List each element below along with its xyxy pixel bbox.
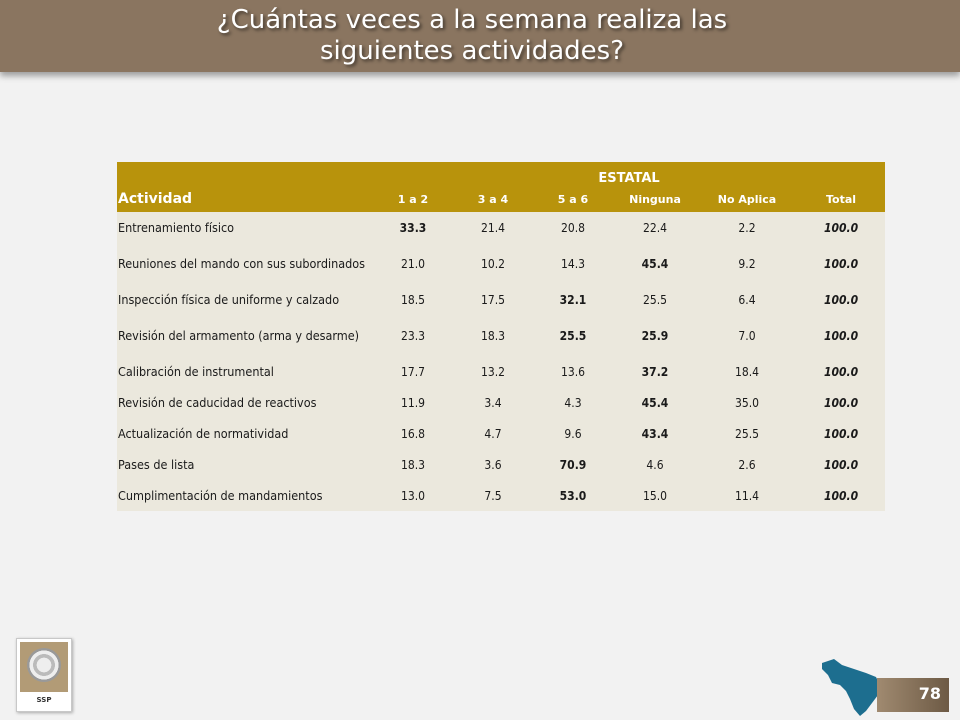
value-cell: 43.4 bbox=[613, 418, 697, 449]
activity-cell: Revisión de caducidad de reactivos bbox=[117, 387, 373, 418]
total-cell: 100.0 bbox=[797, 315, 886, 356]
total-cell: 100.0 bbox=[797, 480, 886, 511]
value-cell: 9.6 bbox=[533, 418, 613, 449]
value-cell: 25.5 bbox=[533, 315, 613, 356]
value-cell: 2.2 bbox=[697, 212, 797, 243]
activity-cell: Revisión del armamento (arma y desarme) bbox=[117, 315, 373, 356]
value-cell: 18.3 bbox=[373, 449, 453, 480]
value-cell: 53.0 bbox=[533, 480, 613, 511]
value-cell: 21.0 bbox=[373, 243, 453, 284]
total-cell: 100.0 bbox=[797, 243, 886, 284]
value-cell: 7.5 bbox=[453, 480, 533, 511]
table-row: Revisión del armamento (arma y desarme) … bbox=[117, 315, 886, 356]
column-header: Total bbox=[797, 186, 886, 212]
value-cell: 25.9 bbox=[613, 315, 697, 356]
total-cell: 100.0 bbox=[797, 418, 886, 449]
data-table-container: ESTATAL Actividad 1 a 2 3 a 4 5 a 6 Ning… bbox=[117, 162, 886, 511]
activity-cell: Cumplimentación de mandamientos bbox=[117, 480, 373, 511]
column-header: 3 a 4 bbox=[453, 186, 533, 212]
logo-label: SSP bbox=[36, 696, 52, 704]
value-cell: 13.6 bbox=[533, 356, 613, 387]
value-cell: 25.5 bbox=[613, 284, 697, 315]
page-title: ¿Cuántas veces a la semana realiza las s… bbox=[0, 5, 944, 67]
table-row: Pases de lista 18.3 3.6 70.9 4.6 2.6 100… bbox=[117, 449, 886, 480]
header-bar: ¿Cuántas veces a la semana realiza las s… bbox=[0, 0, 960, 72]
value-cell: 3.4 bbox=[453, 387, 533, 418]
table-row: Revisión de caducidad de reactivos 11.9 … bbox=[117, 387, 886, 418]
value-cell: 11.4 bbox=[697, 480, 797, 511]
value-cell: 17.7 bbox=[373, 356, 453, 387]
state-map-icon bbox=[822, 659, 880, 716]
group-header-estatal: ESTATAL bbox=[373, 162, 886, 186]
ssp-logo: SSP bbox=[16, 638, 72, 712]
value-cell: 4.7 bbox=[453, 418, 533, 449]
value-cell: 10.2 bbox=[453, 243, 533, 284]
value-cell: 37.2 bbox=[613, 356, 697, 387]
activity-cell: Inspección física de uniforme y calzado bbox=[117, 284, 373, 315]
value-cell: 32.1 bbox=[533, 284, 613, 315]
title-line-1: ¿Cuántas veces a la semana realiza las bbox=[216, 5, 728, 35]
value-cell: 18.4 bbox=[697, 356, 797, 387]
page-number: 78 bbox=[918, 684, 941, 703]
column-header: 1 a 2 bbox=[373, 186, 453, 212]
value-cell: 21.4 bbox=[453, 212, 533, 243]
value-cell: 45.4 bbox=[613, 243, 697, 284]
table-row: Calibración de instrumental 17.7 13.2 13… bbox=[117, 356, 886, 387]
column-header: No Aplica bbox=[697, 186, 797, 212]
column-header: Ninguna bbox=[613, 186, 697, 212]
value-cell: 18.3 bbox=[453, 315, 533, 356]
value-cell: 9.2 bbox=[697, 243, 797, 284]
column-header: 5 a 6 bbox=[533, 186, 613, 212]
value-cell: 2.6 bbox=[697, 449, 797, 480]
value-cell: 45.4 bbox=[613, 387, 697, 418]
table-row: Reuniones del mando con sus subordinados… bbox=[117, 243, 886, 284]
value-cell: 22.4 bbox=[613, 212, 697, 243]
value-cell: 13.2 bbox=[453, 356, 533, 387]
ssp-seal-icon bbox=[20, 642, 68, 692]
total-cell: 100.0 bbox=[797, 284, 886, 315]
title-line-2: siguientes actividades? bbox=[320, 36, 624, 66]
activity-cell: Reuniones del mando con sus subordinados bbox=[117, 243, 373, 284]
value-cell: 70.9 bbox=[533, 449, 613, 480]
value-cell: 17.5 bbox=[453, 284, 533, 315]
total-cell: 100.0 bbox=[797, 449, 886, 480]
value-cell: 35.0 bbox=[697, 387, 797, 418]
value-cell: 4.3 bbox=[533, 387, 613, 418]
activities-table: ESTATAL Actividad 1 a 2 3 a 4 5 a 6 Ning… bbox=[117, 162, 886, 511]
header-spacer bbox=[117, 162, 373, 186]
total-cell: 100.0 bbox=[797, 387, 886, 418]
value-cell: 18.5 bbox=[373, 284, 453, 315]
value-cell: 13.0 bbox=[373, 480, 453, 511]
activity-cell: Pases de lista bbox=[117, 449, 373, 480]
total-cell: 100.0 bbox=[797, 212, 886, 243]
value-cell: 11.9 bbox=[373, 387, 453, 418]
value-cell: 4.6 bbox=[613, 449, 697, 480]
value-cell: 16.8 bbox=[373, 418, 453, 449]
activity-cell: Entrenamiento físico bbox=[117, 212, 373, 243]
activity-cell: Actualización de normatividad bbox=[117, 418, 373, 449]
total-cell: 100.0 bbox=[797, 356, 886, 387]
value-cell: 25.5 bbox=[697, 418, 797, 449]
page-number-box: 78 bbox=[877, 678, 949, 712]
table-row: Entrenamiento físico 33.3 21.4 20.8 22.4… bbox=[117, 212, 886, 243]
table-row: Actualización de normatividad 16.8 4.7 9… bbox=[117, 418, 886, 449]
value-cell: 33.3 bbox=[373, 212, 453, 243]
table-row: Cumplimentación de mandamientos 13.0 7.5… bbox=[117, 480, 886, 511]
value-cell: 7.0 bbox=[697, 315, 797, 356]
activity-cell: Calibración de instrumental bbox=[117, 356, 373, 387]
table-row: Inspección física de uniforme y calzado … bbox=[117, 284, 886, 315]
value-cell: 3.6 bbox=[453, 449, 533, 480]
value-cell: 14.3 bbox=[533, 243, 613, 284]
value-cell: 23.3 bbox=[373, 315, 453, 356]
value-cell: 20.8 bbox=[533, 212, 613, 243]
value-cell: 6.4 bbox=[697, 284, 797, 315]
column-header-activity: Actividad bbox=[117, 186, 373, 212]
value-cell: 15.0 bbox=[613, 480, 697, 511]
